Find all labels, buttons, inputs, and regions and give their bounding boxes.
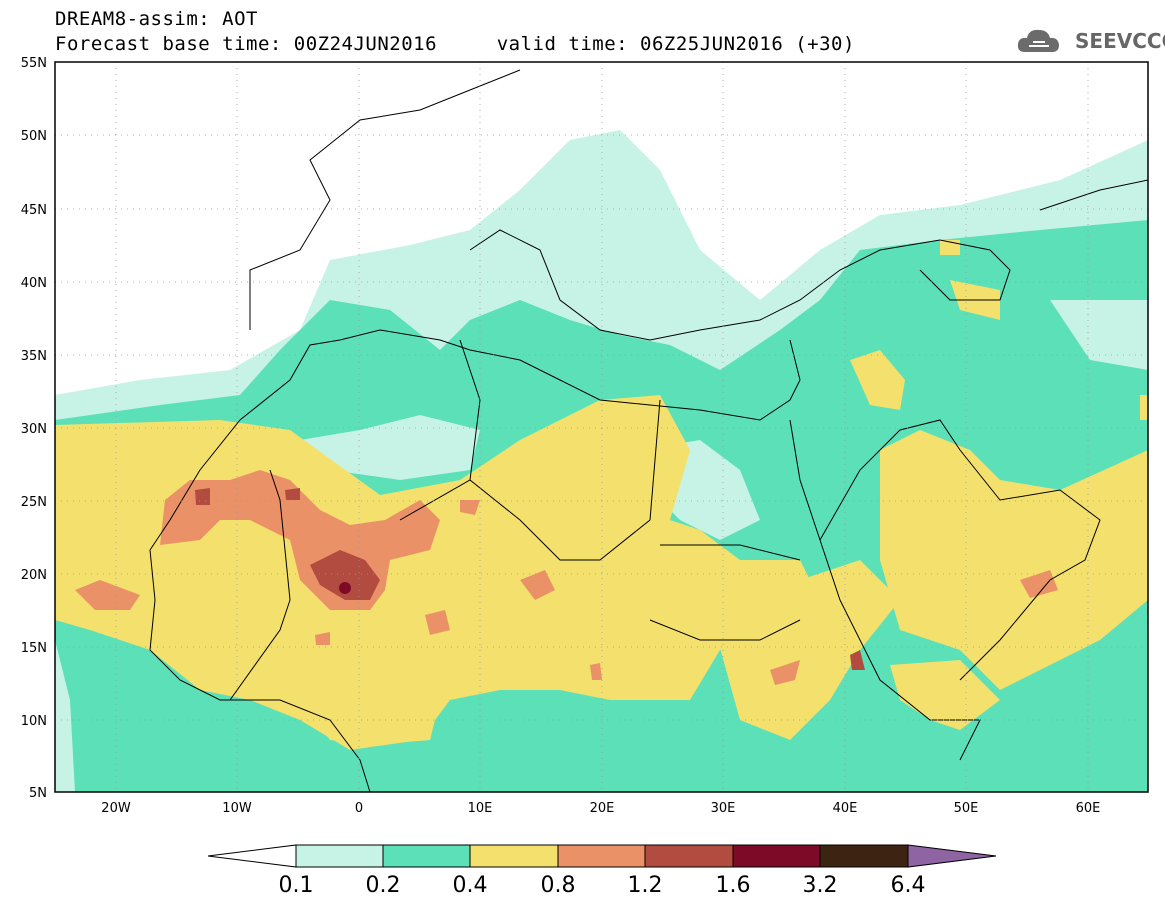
lon-label: 50E <box>954 801 979 816</box>
colorbar-over-arrow <box>907 844 997 868</box>
lat-label: 45N <box>21 203 47 218</box>
colorbar-label: 0.4 <box>453 873 488 898</box>
lat-label: 35N <box>21 349 47 364</box>
lon-label: 10E <box>468 801 493 816</box>
colorbar-label: 0.8 <box>541 873 576 898</box>
lon-label: 0 <box>355 801 363 816</box>
colorbar-label: 1.2 <box>628 873 663 898</box>
latitude-labels: 55N 50N 45N 40N 35N 30N 25N 20N 15N 10N … <box>21 56 47 801</box>
lat-label: 25N <box>21 495 47 510</box>
colorbar-label: 3.2 <box>803 873 838 898</box>
colorbar-label: 0.2 <box>366 873 401 898</box>
aot-level-0.1-west <box>55 395 80 792</box>
logo-text: SEEVCCC <box>1075 29 1165 53</box>
lon-label: 10W <box>222 801 252 816</box>
lon-label: 20E <box>590 801 615 816</box>
aot-level-1.6 <box>339 582 351 594</box>
lat-label: 30N <box>21 422 47 437</box>
lat-label: 40N <box>21 276 47 291</box>
lat-label: 15N <box>21 641 47 656</box>
aot-field <box>55 130 1148 792</box>
longitude-labels: 20W 10W 0 10E 20E 30E 40E 50E 60E <box>101 801 1100 816</box>
colorbar-label: 0.1 <box>279 873 314 898</box>
colorbar-swatch <box>295 844 384 868</box>
lat-label: 50N <box>21 129 47 144</box>
map-frame <box>54 61 1149 793</box>
colorbar-swatch <box>469 844 559 868</box>
colorbar-under-arrow <box>207 844 297 868</box>
colorbar-label: 6.4 <box>891 873 926 898</box>
lon-label: 60E <box>1076 801 1101 816</box>
lat-label: 10N <box>21 714 47 729</box>
forecast-time-line: Forecast base time: 00Z24JUN2016 valid t… <box>55 33 855 55</box>
colorbar-swatch <box>557 844 646 868</box>
colorbar-swatch <box>732 844 821 868</box>
colorbar-swatch <box>382 844 471 868</box>
lat-label: 55N <box>21 56 47 71</box>
cloud-icon <box>1017 29 1059 52</box>
aot-level-1.2 <box>310 550 380 600</box>
graticule <box>55 62 1148 792</box>
colorbar-swatch <box>819 844 909 868</box>
lat-label: 5N <box>29 786 47 801</box>
colorbar-label: 1.6 <box>716 873 751 898</box>
lon-label: 40E <box>833 801 858 816</box>
colorbar-swatch <box>644 844 734 868</box>
lon-label: 30E <box>711 801 736 816</box>
lon-label: 20W <box>101 801 131 816</box>
map-title: DREAM8-assim: AOT <box>55 8 258 30</box>
colorbar: 0.1 0.2 0.4 0.8 1.2 1.6 3.2 6.4 <box>207 844 997 898</box>
seevccc-logo <box>1015 24 1155 58</box>
lat-label: 20N <box>21 568 47 583</box>
coastlines <box>149 69 1148 792</box>
